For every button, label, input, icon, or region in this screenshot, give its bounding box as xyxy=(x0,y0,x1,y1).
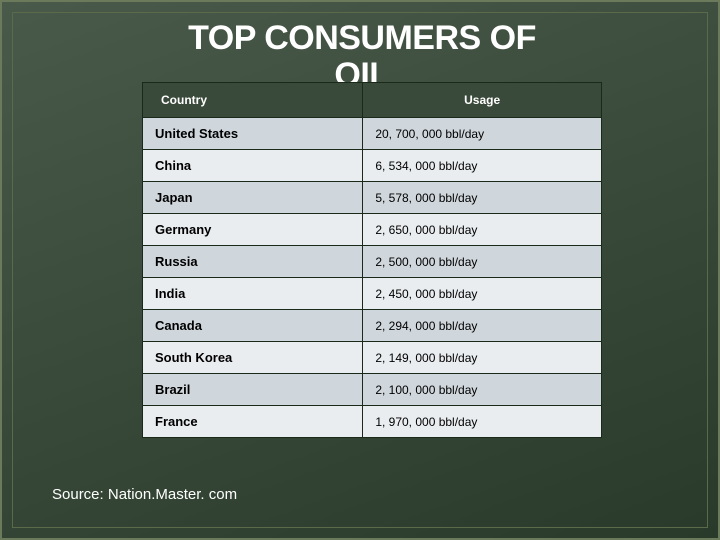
consumers-table: Country Usage United States20, 700, 000 … xyxy=(142,82,602,438)
cell-usage: 1, 970, 000 bbl/day xyxy=(363,406,602,438)
cell-usage: 2, 500, 000 bbl/day xyxy=(363,246,602,278)
cell-usage: 2, 450, 000 bbl/day xyxy=(363,278,602,310)
cell-country: United States xyxy=(143,118,363,150)
header-country: Country xyxy=(143,83,363,118)
table-body: United States20, 700, 000 bbl/dayChina6,… xyxy=(143,118,602,438)
cell-country: Germany xyxy=(143,214,363,246)
table-row: United States20, 700, 000 bbl/day xyxy=(143,118,602,150)
table-row: Germany2, 650, 000 bbl/day xyxy=(143,214,602,246)
table-row: Japan5, 578, 000 bbl/day xyxy=(143,182,602,214)
source-text: Source: Nation.Master. com xyxy=(52,486,237,503)
table-row: Russia2, 500, 000 bbl/day xyxy=(143,246,602,278)
slide: TOP CONSUMERS OF OIL Country Usage Unite… xyxy=(0,0,720,540)
header-usage: Usage xyxy=(363,83,602,118)
table-header-row: Country Usage xyxy=(143,83,602,118)
cell-country: India xyxy=(143,278,363,310)
cell-usage: 2, 149, 000 bbl/day xyxy=(363,342,602,374)
table-row: China6, 534, 000 bbl/day xyxy=(143,150,602,182)
cell-usage: 2, 294, 000 bbl/day xyxy=(363,310,602,342)
title-line-1: TOP CONSUMERS OF xyxy=(188,19,536,57)
cell-country: France xyxy=(143,406,363,438)
table-row: Canada2, 294, 000 bbl/day xyxy=(143,310,602,342)
cell-usage: 6, 534, 000 bbl/day xyxy=(363,150,602,182)
cell-usage: 2, 100, 000 bbl/day xyxy=(363,374,602,406)
cell-country: Canada xyxy=(143,310,363,342)
cell-country: South Korea xyxy=(143,342,363,374)
table-row: France1, 970, 000 bbl/day xyxy=(143,406,602,438)
table-row: Brazil2, 100, 000 bbl/day xyxy=(143,374,602,406)
table-container: Country Usage United States20, 700, 000 … xyxy=(142,82,602,438)
cell-country: Russia xyxy=(143,246,363,278)
table-row: India2, 450, 000 bbl/day xyxy=(143,278,602,310)
cell-usage: 5, 578, 000 bbl/day xyxy=(363,182,602,214)
cell-country: China xyxy=(143,150,363,182)
table-row: South Korea2, 149, 000 bbl/day xyxy=(143,342,602,374)
cell-usage: 2, 650, 000 bbl/day xyxy=(363,214,602,246)
cell-usage: 20, 700, 000 bbl/day xyxy=(363,118,602,150)
cell-country: Brazil xyxy=(143,374,363,406)
cell-country: Japan xyxy=(143,182,363,214)
